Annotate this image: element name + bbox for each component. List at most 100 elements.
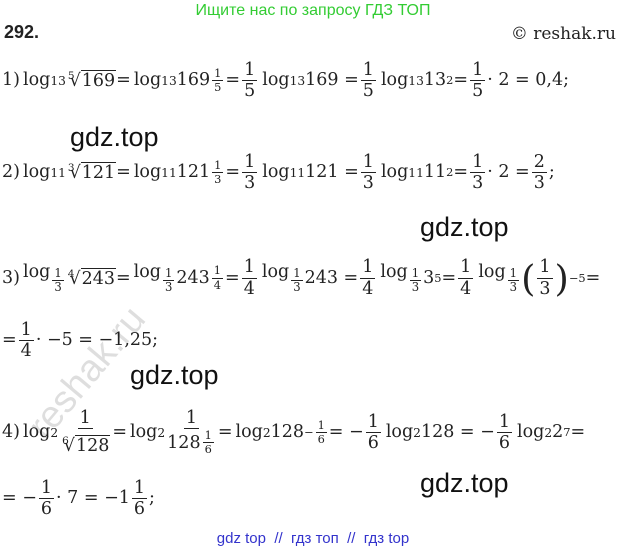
math-text: 121 [81,162,116,183]
numerator: 1 [507,266,520,281]
power: 13 2 [424,70,454,90]
radical-sign [70,163,81,183]
numerator: 2 [531,151,547,173]
radical-sign [70,71,81,91]
denominator: 6 [499,433,510,453]
math-text: 1 [244,151,256,172]
radical: 3121 [68,161,117,183]
math-text: 3 [164,280,173,294]
math-text: 3) [2,268,20,288]
denominator: 3 [293,280,300,294]
math-text: = [2,330,17,351]
math-text: 6 [317,431,325,446]
math-text: log [235,422,263,443]
math-text: 1 [472,59,484,80]
math-text: = [217,422,233,443]
math-text: log [22,70,51,91]
math-text: · 2 = [487,162,530,183]
math-text: 2) [2,162,20,183]
exponent: 5 [434,271,441,285]
numerator: 1 [212,66,224,81]
math-text: 11 [50,166,66,181]
math-text: 128 [75,436,110,457]
numerator: 1 [211,264,224,279]
math-text: ; [149,488,155,509]
math-text: 4 [243,278,255,299]
denominator: 6 [41,499,52,519]
math-text: 1 [214,157,222,172]
log: log 2 [235,422,270,442]
subscript: 2 [263,426,271,440]
math-text: 6 [204,442,212,457]
math-text: 128 [167,432,201,453]
denominator: 3 [244,173,255,193]
radicand: 128 [74,435,111,457]
numerator: 1 [360,257,376,279]
power: 13 −5 [521,257,586,300]
fraction: 13 [537,257,553,299]
denominator: 3 [54,280,62,294]
math-text: = − [328,422,364,443]
math-text: 1 [293,265,301,280]
task-number: 292. [4,22,40,42]
numerator: 1 [18,319,34,341]
math-text: 1 [20,319,32,340]
math-text: 1 [79,408,91,429]
math-text: 2 [533,151,545,172]
banner: Ищите нас по запросу ГДЗ ТОП [195,2,431,19]
math-text: 1 [367,411,379,432]
math-text: −5 [568,271,586,285]
radical: 5169 [68,69,117,91]
math-text: 13 [161,74,177,89]
exponent: −5 [569,271,586,285]
denominator: 5 [244,81,255,101]
math-text: 11 [289,166,306,181]
math-text: 4 [362,278,374,299]
math-text: 2 [50,426,59,441]
denominator: 4 [214,278,221,292]
watermark: gdz.top [130,360,219,390]
math-text: log [22,261,51,282]
math-text: 1 [460,257,472,278]
math-text: 2 [446,73,454,88]
math-text: 3 [423,268,435,288]
math-text: 3 [509,280,518,294]
math-text: 1 [362,257,374,278]
log: log 11 [262,162,305,182]
log: log 11 [381,162,424,182]
subscript: 13 [408,74,424,88]
math-text: 243 [81,268,115,289]
radicand: 169 [80,69,117,91]
numerator: 1 [496,412,512,433]
math-text: 3 [54,280,62,294]
math-text: − [304,425,314,440]
math-text: log [130,422,158,443]
math-text: log [262,162,290,183]
math-text: 3 [411,280,420,294]
math-text: log [262,70,290,91]
subscript: 11 [290,166,306,180]
math-text: 2 [552,422,564,443]
